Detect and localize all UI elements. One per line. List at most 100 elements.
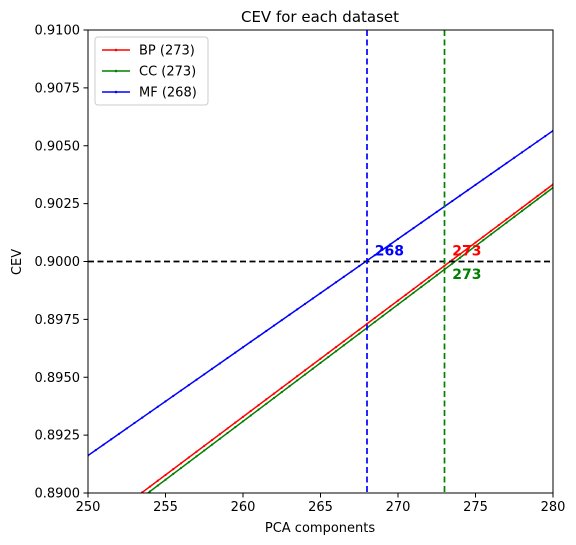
legend-label-bp: BP (273)	[139, 44, 195, 59]
series-point-bp	[435, 270, 438, 273]
series-point-mf	[272, 324, 276, 327]
series-point-cc	[528, 204, 531, 207]
series-point-bp	[257, 404, 260, 407]
series-point-cc	[179, 466, 183, 470]
series-point-cc	[226, 431, 229, 435]
x-tick-label: 260	[231, 500, 256, 515]
series-point-mf	[226, 356, 229, 360]
series-point-mf	[404, 232, 407, 235]
series-point-bp	[210, 438, 214, 442]
series-point-bp	[179, 462, 183, 465]
series-point-cc	[249, 414, 252, 417]
series-point-mf	[319, 291, 322, 295]
legend-marker-mf	[114, 90, 118, 94]
series-point-cc	[505, 221, 508, 224]
series-point-bp	[458, 253, 462, 256]
series-point-mf	[528, 145, 531, 149]
series-point-mf	[350, 270, 353, 273]
series-point-cc	[327, 355, 330, 359]
series-point-mf	[141, 416, 144, 419]
series-point-mf	[435, 210, 438, 214]
series-point-mf	[427, 216, 431, 219]
series-point-mf	[451, 199, 454, 203]
series-point-mf	[148, 411, 152, 414]
series-point-bp	[234, 421, 237, 424]
series-point-bp	[528, 200, 531, 203]
series-point-bp	[420, 282, 423, 285]
series-point-cc	[280, 391, 283, 394]
series-point-mf	[94, 448, 97, 452]
series-point-bp	[327, 351, 330, 355]
series-point-mf	[280, 319, 283, 322]
series-point-mf	[241, 346, 245, 349]
series-point-bp	[334, 346, 338, 349]
series-point-bp	[265, 398, 268, 401]
series-point-mf	[210, 367, 214, 370]
series-point-cc	[474, 244, 477, 248]
y-tick-label: 0.9025	[35, 197, 81, 212]
series-point-cc	[187, 461, 190, 464]
series-point-cc	[544, 192, 547, 195]
series-point-mf	[536, 140, 539, 143]
series-point-bp	[203, 444, 206, 447]
series-point-cc	[412, 291, 415, 294]
series-point-mf	[412, 227, 415, 230]
series-point-mf	[311, 297, 314, 300]
series-point-cc	[420, 285, 423, 289]
series-point-mf	[249, 340, 252, 343]
series-point-cc	[458, 256, 462, 259]
series-point-mf	[474, 183, 477, 186]
series-point-cc	[350, 338, 353, 341]
series-point-mf	[420, 221, 423, 224]
series-point-mf	[544, 135, 547, 138]
annotation-label: 273	[452, 244, 481, 260]
series-point-bp	[358, 328, 361, 331]
x-tick-label: 250	[76, 500, 101, 515]
series-point-mf	[296, 308, 299, 311]
series-point-bp	[443, 264, 446, 267]
y-tick-label: 0.8950	[35, 371, 81, 386]
series-point-mf	[203, 373, 206, 376]
series-point-bp	[381, 311, 384, 314]
series-point-bp	[396, 299, 400, 302]
series-point-mf	[396, 237, 400, 241]
series-point-bp	[319, 357, 322, 360]
x-tick-label: 265	[308, 500, 333, 515]
series-point-bp	[466, 247, 469, 250]
series-point-cc	[489, 233, 493, 236]
series-point-cc	[148, 490, 152, 493]
series-point-cc	[389, 309, 392, 312]
series-point-cc	[156, 484, 159, 487]
series-point-bp	[296, 375, 299, 378]
series-point-mf	[358, 264, 361, 268]
series-point-cc	[536, 198, 539, 201]
series-point-mf	[187, 384, 190, 387]
y-tick-label: 0.8975	[35, 313, 81, 328]
series-point-bp	[226, 427, 229, 430]
series-point-bp	[148, 485, 152, 488]
series-point-mf	[172, 394, 175, 398]
x-tick-label: 255	[153, 500, 178, 515]
series-point-bp	[412, 287, 415, 291]
series-point-bp	[474, 241, 477, 244]
y-tick-label: 0.9050	[35, 139, 81, 154]
series-point-cc	[195, 455, 198, 458]
series-point-cc	[164, 478, 167, 481]
series-point-mf	[179, 389, 183, 392]
series-point-cc	[342, 344, 345, 347]
series-markers-cc	[148, 186, 553, 493]
series-point-mf	[520, 151, 524, 154]
y-tick-label: 0.9100	[35, 24, 81, 39]
legend-label-cc: CC (273)	[139, 65, 196, 80]
data-marks	[88, 30, 553, 493]
plot-area: 268 273 273 250 255 260 265 270 275 280 0.8900 0.89…	[35, 24, 566, 516]
series-point-cc	[265, 402, 268, 405]
series-point-mf	[373, 254, 376, 257]
series-point-bp	[249, 409, 252, 413]
annotation-label: 273	[452, 267, 481, 283]
series-point-mf	[156, 405, 159, 408]
series-point-cc	[257, 408, 260, 411]
series-point-mf	[102, 443, 105, 446]
series-point-bp	[520, 206, 524, 209]
